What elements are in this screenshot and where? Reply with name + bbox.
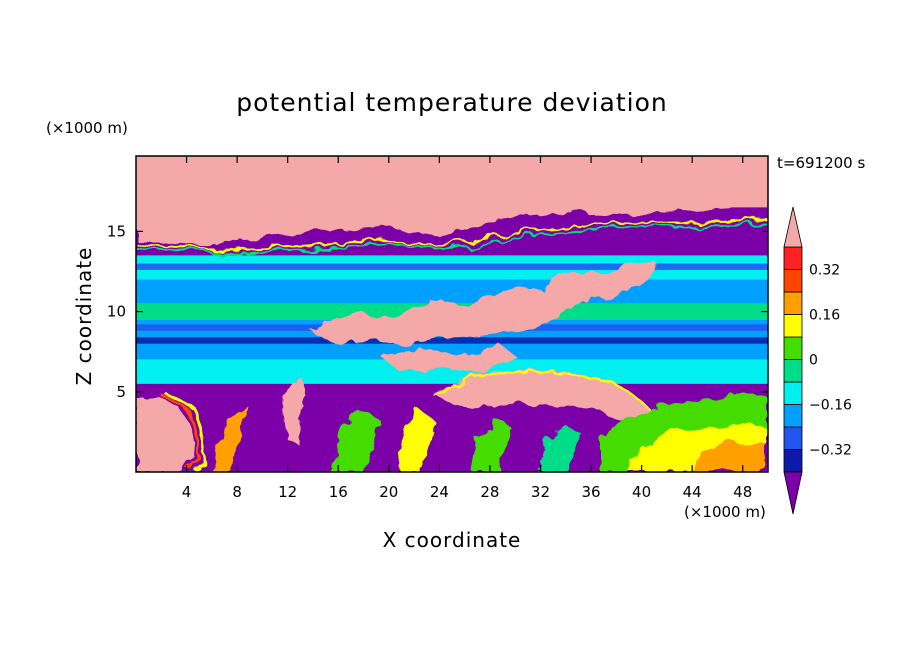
mid-warm-cloud-1 (310, 262, 660, 346)
x-tick-label: 12 (278, 483, 297, 501)
colorbar-bin (783, 291, 803, 315)
colorbar-max-extension (783, 206, 803, 248)
y-axis: 5 10 15 (107, 222, 768, 401)
plume-1 (210, 404, 246, 472)
y-tick-label: 10 (107, 303, 126, 321)
lower-left-bubble-rim (161, 394, 200, 472)
warm-anomaly-regions (136, 168, 768, 472)
plume-2 (284, 376, 306, 446)
y-unit-label: (×1000 m) (46, 119, 128, 137)
colorbar-bin (783, 246, 803, 270)
mid-warm-cloud-2 (380, 344, 520, 372)
lower-left-bubble-rim-2 (165, 392, 206, 472)
plume-4 (398, 410, 434, 472)
upper-green-rim (136, 223, 768, 255)
cool-stripe-3 (136, 337, 768, 344)
plot-area (136, 156, 768, 472)
x-tick-label: 24 (430, 483, 449, 501)
colorbar-bin (783, 381, 803, 405)
plot-frame (135, 155, 769, 473)
upper-warm-deck (136, 168, 768, 246)
x-axis-title: X coordinate (383, 528, 522, 552)
x-tick-label: 40 (632, 483, 651, 501)
plume-3 (330, 412, 380, 472)
colorbar-bin (783, 359, 803, 383)
x-tick-label: 16 (329, 483, 348, 501)
colorbar-bin (783, 314, 803, 338)
y-tick-label: 5 (116, 383, 126, 401)
plume-6 (540, 426, 580, 472)
y-axis-title: Z coordinate (72, 247, 96, 386)
colorbar-tick-label: 0.32 (809, 263, 840, 279)
colorbar-tick-label: −0.16 (809, 398, 852, 414)
layer-bands (136, 156, 768, 472)
plume-5 (470, 420, 510, 472)
time-label: t=691200 s (777, 154, 865, 172)
colorbar-bin (783, 269, 803, 293)
x-unit-label: (×1000 m) (684, 503, 766, 521)
x-tick-label: 36 (581, 483, 600, 501)
lower-warm-cloud (430, 370, 660, 440)
x-axis: 4 8 12 16 20 24 28 32 36 40 44 48 (182, 156, 752, 501)
lower-left-warm-bubble (136, 398, 194, 472)
colorbar-tick-label: −0.32 (809, 443, 852, 459)
colorbar-tick-label: 0.16 (809, 308, 840, 324)
colorbar-bin (783, 449, 803, 473)
x-tick-label: 32 (531, 483, 550, 501)
x-tick-label: 4 (182, 483, 192, 501)
colorbar-bin (783, 426, 803, 450)
colorbar-bin (783, 404, 803, 428)
cool-stripe-1 (136, 285, 768, 293)
x-tick-label: 20 (379, 483, 398, 501)
upper-yellow-rim (136, 219, 768, 252)
lower-right-orange-patch (690, 440, 768, 472)
chart-title: potential temperature deviation (236, 88, 667, 117)
colorbar-tick-label: 0 (809, 353, 818, 369)
y-tick-label: 15 (107, 222, 126, 240)
cool-stripe-0 (136, 263, 768, 270)
colorbar-bin (783, 336, 803, 360)
lower-cloud-rim (429, 370, 663, 423)
x-tick-label: 8 (232, 483, 242, 501)
x-tick-label: 28 (480, 483, 499, 501)
colorbar: 0.32 0.16 0 −0.16 −0.32 (783, 206, 852, 515)
x-tick-label: 48 (733, 483, 752, 501)
colorbar-min-extension (783, 471, 803, 515)
x-tick-label: 44 (683, 483, 702, 501)
